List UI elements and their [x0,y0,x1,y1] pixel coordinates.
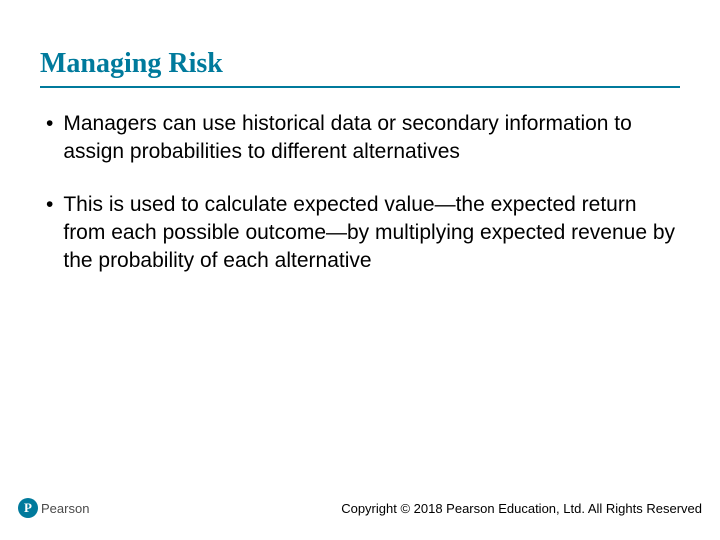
publisher-logo: P Pearson [18,498,89,518]
bullet-marker: • [46,191,63,276]
bullet-text: Managers can use historical data or seco… [63,110,680,167]
bullet-marker: • [46,110,63,167]
bullet-item: • This is used to calculate expected val… [46,191,680,276]
footer: P Pearson Copyright © 2018 Pearson Educa… [0,498,720,518]
logo-mark-icon: P [18,498,38,518]
slide: Managing Risk • Managers can use histori… [0,0,720,540]
bullet-item: • Managers can use historical data or se… [46,110,680,167]
slide-title: Managing Risk [40,48,680,88]
bullet-text: This is used to calculate expected value… [63,191,680,276]
copyright-text: Copyright © 2018 Pearson Education, Ltd.… [341,501,702,516]
bullet-list: • Managers can use historical data or se… [40,110,680,276]
logo-text: Pearson [41,501,89,516]
